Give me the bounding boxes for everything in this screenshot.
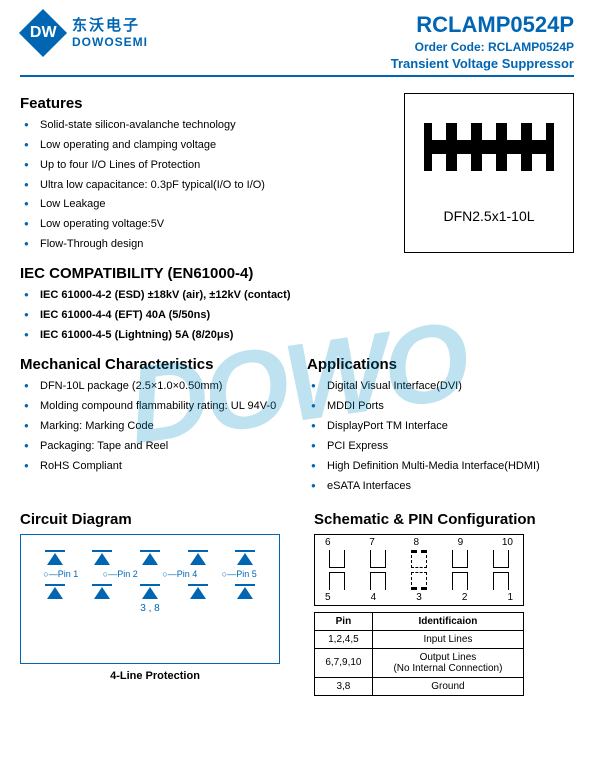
iec-item: IEC 61000-4-2 (ESD) ±18kV (air), ±12kV (… xyxy=(24,288,574,303)
pin-table-header: Identificaion xyxy=(372,612,523,630)
pin-num: 5 xyxy=(325,592,331,603)
pin-num: 8 xyxy=(413,537,419,548)
app-item: Digital Visual Interface(DVI) xyxy=(311,379,574,394)
chip-icon xyxy=(424,123,554,171)
pin-label: Pin 1 xyxy=(43,569,78,579)
package-outline: DFN2.5x1-10L xyxy=(404,93,574,253)
app-item: PCI Express xyxy=(311,439,574,454)
features-list: Solid-state silicon-avalanche technology… xyxy=(20,118,394,252)
feature-item: Low Leakage xyxy=(24,197,394,212)
iec-list: IEC 61000-4-2 (ESD) ±18kV (air), ±12kV (… xyxy=(20,288,574,343)
app-item: DisplayPort TM Interface xyxy=(311,419,574,434)
pin-num: 1 xyxy=(507,592,513,603)
applications-heading: Applications xyxy=(307,356,574,373)
mech-item: Molding compound flammability rating: UL… xyxy=(24,399,287,414)
product-subtitle: Transient Voltage Suppressor xyxy=(391,56,574,71)
title-block: RCLAMP0524P Order Code: RCLAMP0524P Tran… xyxy=(391,12,574,71)
mech-item: Packaging: Tape and Reel xyxy=(24,439,287,454)
mech-item: Marking: Marking Code xyxy=(24,419,287,434)
table-row: 1,2,4,5Input Lines xyxy=(315,630,524,648)
iec-item: IEC 61000-4-4 (EFT) 40A (5/50ns) xyxy=(24,308,574,323)
pin-num: 2 xyxy=(462,592,468,603)
pin-label: Pin 5 xyxy=(222,569,257,579)
pin-num: 4 xyxy=(371,592,377,603)
circuit-caption: 4-Line Protection xyxy=(20,670,290,682)
logo-english: DOWOSEMI xyxy=(72,35,148,49)
pin-num: 3 xyxy=(416,592,422,603)
logo-block: DW 东沃电子 DOWOSEMI xyxy=(20,12,148,50)
pin-label: Pin 4 xyxy=(162,569,197,579)
pin-num: 10 xyxy=(502,537,513,548)
pin-table: Pin Identificaion 1,2,4,5Input Lines 6,7… xyxy=(314,612,524,696)
mech-item: RoHS Compliant xyxy=(24,459,287,474)
order-code: Order Code: RCLAMP0524P xyxy=(391,40,574,54)
ground-label: 3 , 8 xyxy=(31,603,269,614)
logo-icon: DW xyxy=(19,9,67,57)
app-item: eSATA Interfaces xyxy=(311,479,574,494)
features-heading: Features xyxy=(20,95,394,112)
pin-num: 6 xyxy=(325,537,331,548)
feature-item: Up to four I/O Lines of Protection xyxy=(24,158,394,173)
circuit-heading: Circuit Diagram xyxy=(20,511,290,528)
logo-chinese: 东沃电子 xyxy=(72,14,148,35)
schematic-heading: Schematic & PIN Configuration xyxy=(314,511,564,528)
app-item: High Definition Multi-Media Interface(HD… xyxy=(311,459,574,474)
pin-num: 9 xyxy=(458,537,464,548)
feature-item: Flow-Through design xyxy=(24,237,394,252)
table-row: 3,8Ground xyxy=(315,677,524,695)
applications-list: Digital Visual Interface(DVI) MDDI Ports… xyxy=(307,379,574,493)
pin-diagram: 6 7 8 9 10 5 4 3 2 1 xyxy=(314,534,524,606)
feature-item: Low operating voltage:5V xyxy=(24,217,394,232)
mechanical-heading: Mechanical Characteristics xyxy=(20,356,287,373)
header: DW 东沃电子 DOWOSEMI RCLAMP0524P Order Code:… xyxy=(20,12,574,77)
part-number: RCLAMP0524P xyxy=(391,12,574,38)
pin-label: Pin 2 xyxy=(103,569,138,579)
feature-item: Ultra low capacitance: 0.3pF typical(I/O… xyxy=(24,178,394,193)
app-item: MDDI Ports xyxy=(311,399,574,414)
table-row: 6,7,9,10Output Lines (No Internal Connec… xyxy=(315,648,524,677)
iec-heading: IEC COMPATIBILITY (EN61000-4) xyxy=(20,265,574,282)
mech-item: DFN-10L package (2.5×1.0×0.50mm) xyxy=(24,379,287,394)
package-label: DFN2.5x1-10L xyxy=(443,208,534,224)
iec-item: IEC 61000-4-5 (Lightning) 5A (8/20μs) xyxy=(24,328,574,343)
mechanical-list: DFN-10L package (2.5×1.0×0.50mm) Molding… xyxy=(20,379,287,473)
feature-item: Solid-state silicon-avalanche technology xyxy=(24,118,394,133)
feature-item: Low operating and clamping voltage xyxy=(24,138,394,153)
pin-table-header: Pin xyxy=(315,612,373,630)
pin-num: 7 xyxy=(369,537,375,548)
circuit-diagram: Pin 1 Pin 2 Pin 4 Pin 5 3 , 8 xyxy=(20,534,280,664)
